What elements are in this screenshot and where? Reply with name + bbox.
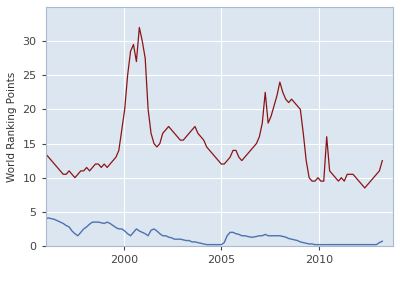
- Legend: Billy Mayfair, World #1: Billy Mayfair, World #1: [118, 298, 321, 300]
- Billy Mayfair: [330, 243, 335, 246]
- World #1: [43, 152, 48, 156]
- World #1: [251, 145, 256, 149]
- Billy Mayfair: [321, 243, 326, 246]
- World #1: [318, 179, 323, 183]
- World #1: [272, 104, 276, 108]
- Billy Mayfair: [254, 235, 259, 238]
- World #1: [356, 179, 361, 183]
- Y-axis label: World Ranking Points: World Ranking Points: [7, 71, 17, 182]
- Billy Mayfair: [46, 216, 51, 220]
- Billy Mayfair: [274, 234, 279, 238]
- Billy Mayfair: [380, 239, 385, 243]
- World #1: [380, 159, 385, 162]
- Line: Billy Mayfair: Billy Mayfair: [46, 218, 382, 244]
- Billy Mayfair: [43, 217, 48, 220]
- Line: World #1: World #1: [46, 27, 382, 188]
- World #1: [362, 186, 367, 190]
- Billy Mayfair: [204, 243, 209, 246]
- World #1: [160, 131, 165, 135]
- Billy Mayfair: [360, 243, 364, 246]
- Billy Mayfair: [160, 234, 165, 238]
- World #1: [137, 26, 142, 29]
- World #1: [327, 169, 332, 173]
